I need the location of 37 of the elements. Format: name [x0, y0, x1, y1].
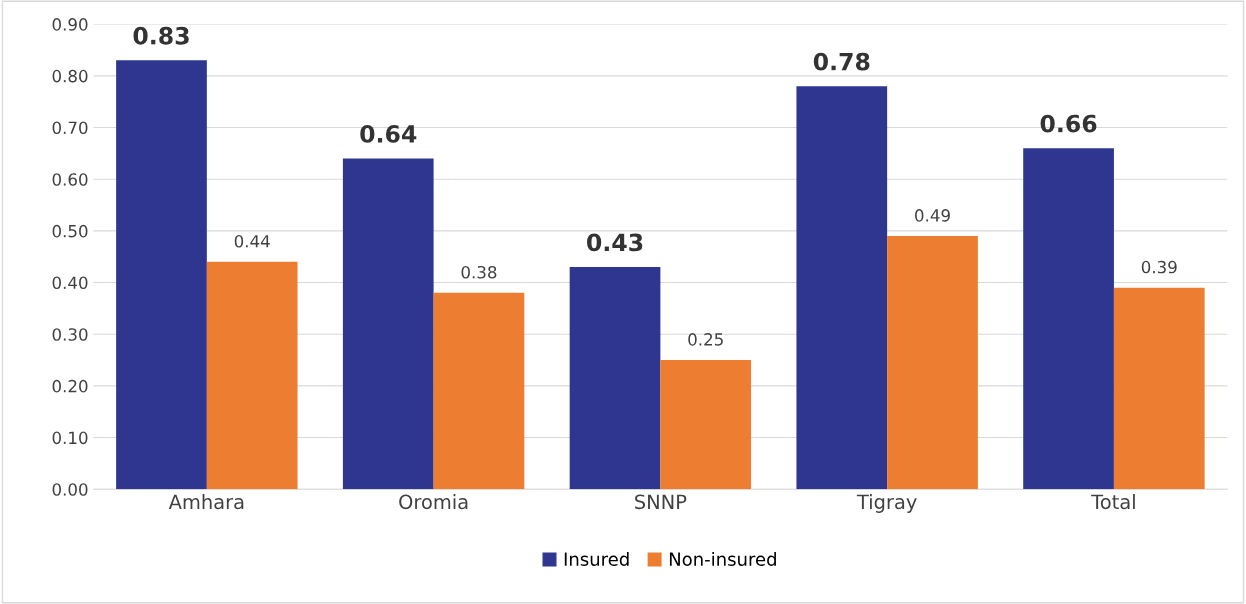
bar	[660, 360, 752, 490]
x-tick-label: Amhara	[168, 494, 244, 510]
data-label: 0.78	[813, 52, 870, 71]
bar	[796, 86, 888, 490]
y-tick-label: 0.10	[52, 431, 88, 445]
data-label: 0.64	[360, 124, 417, 143]
y-tick-label: 0.30	[52, 328, 88, 341]
bar	[1113, 287, 1205, 490]
legend-label: Non-insured	[669, 552, 776, 566]
y-tick-label: 0.50	[52, 224, 88, 238]
data-label: 0.83	[133, 26, 189, 45]
y-tick-label: 0.60	[52, 173, 88, 186]
y-tick-label: 0.00	[52, 483, 88, 496]
data-label: 0.39	[1141, 260, 1177, 274]
y-tick-label: 0.90	[52, 18, 88, 31]
data-label: 0.38	[461, 265, 497, 279]
y-tick-label: 0.70	[52, 121, 88, 135]
legend-label: Insured	[564, 552, 629, 566]
bar	[887, 236, 978, 490]
data-label: 0.49	[915, 209, 950, 222]
bar	[569, 267, 661, 490]
x-tick-label: Total	[1091, 494, 1135, 510]
x-tick-label: Oromia	[399, 494, 468, 510]
y-tick-label: 0.40	[52, 276, 88, 290]
y-tick-label: 0.80	[52, 69, 88, 83]
bar	[116, 60, 207, 490]
data-label: 0.43	[587, 233, 643, 252]
bar	[1023, 148, 1114, 490]
x-tick-label: Tigray	[856, 494, 917, 513]
bar	[433, 292, 525, 490]
data-label: 0.44	[234, 234, 270, 248]
y-tick-label: 0.20	[52, 379, 88, 393]
x-tick-label: SNNP	[635, 494, 687, 510]
data-label: 0.66	[1040, 114, 1097, 133]
bar	[206, 261, 298, 490]
bar	[342, 158, 434, 490]
data-label: 0.25	[688, 333, 723, 346]
